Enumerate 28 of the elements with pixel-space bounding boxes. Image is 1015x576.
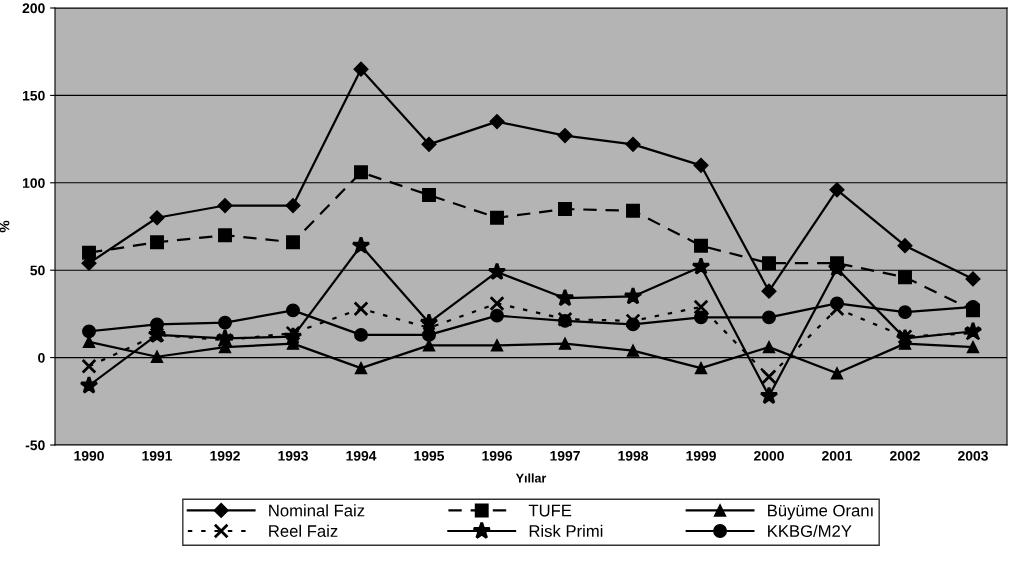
x-tick-label: 1992 xyxy=(210,450,240,461)
x-tick-label: 1997 xyxy=(550,450,580,461)
x-axis-title: Yıllar xyxy=(515,473,547,483)
legend-label: Büyüme Oranı xyxy=(768,504,873,520)
x-tick-label: 1991 xyxy=(142,450,173,461)
x-tick-label: 1996 xyxy=(482,450,512,461)
x-tick-label: 2002 xyxy=(890,450,920,461)
y-tick-label: 0 xyxy=(38,352,45,363)
x-tick-label: 1993 xyxy=(278,450,308,461)
x-tick-label: 2001 xyxy=(822,450,853,461)
x-tick-label: 1999 xyxy=(686,450,716,461)
y-tick-label: 100 xyxy=(22,178,45,188)
y-tick-label: -50 xyxy=(25,440,45,451)
y-tick-label: 50 xyxy=(30,265,45,276)
y-tick-label: 200 xyxy=(22,3,45,14)
legend-label: TUFE xyxy=(528,504,572,517)
legend-label: KKBG/M2Y xyxy=(768,524,852,537)
legend-label: Reel Faiz xyxy=(269,524,338,537)
x-tick-label: 1990 xyxy=(74,450,104,461)
x-tick-label: 2000 xyxy=(754,450,784,461)
y-tick-label: 150 xyxy=(22,90,45,101)
x-tick-label: 2003 xyxy=(958,450,988,461)
x-tick-label: 1995 xyxy=(414,450,445,461)
y-axis-title: % xyxy=(0,220,10,233)
x-tick-label: 1998 xyxy=(618,450,649,461)
x-tick-label: 1994 xyxy=(346,450,377,461)
legend-label: Risk Primi xyxy=(529,524,603,537)
legend-label: Nominal Faiz xyxy=(269,504,365,517)
